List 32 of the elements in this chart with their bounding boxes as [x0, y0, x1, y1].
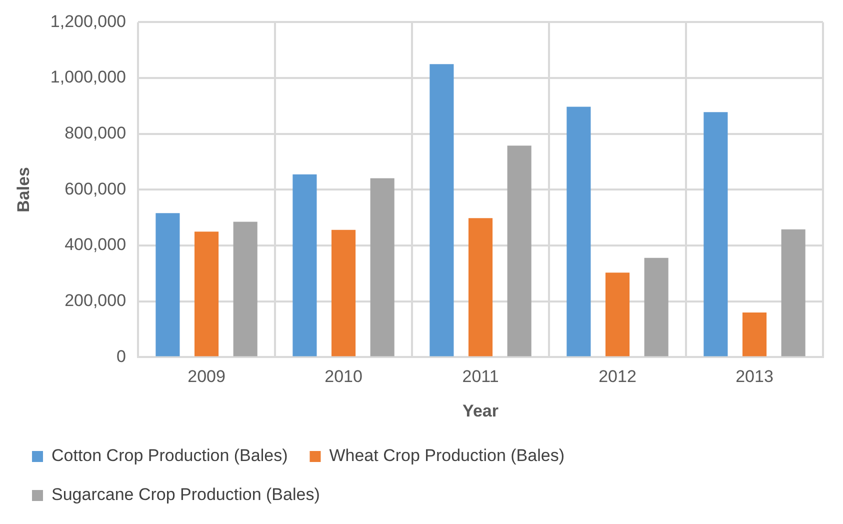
y-tick-label: 1,000,000: [50, 68, 126, 87]
bar: [742, 312, 767, 356]
bar: [605, 272, 630, 356]
x-axis-title: Year: [462, 401, 499, 420]
y-tick-label: 800,000: [64, 124, 126, 143]
legend-label: Sugarcane Crop Production (Bales): [52, 485, 320, 504]
x-tick-label: 2009: [188, 367, 226, 386]
x-tick-label: 2010: [324, 367, 362, 386]
bar: [781, 229, 806, 356]
legend-label: Cotton Crop Production (Bales): [52, 446, 288, 466]
bar: [331, 230, 356, 356]
bar: [194, 232, 219, 356]
legend-label: Wheat Crop Production (Bales): [329, 446, 565, 466]
bar: [644, 258, 668, 356]
bar: [704, 112, 728, 356]
y-tick-label: 400,000: [64, 235, 126, 254]
x-tick-label: 2013: [736, 367, 774, 386]
bar: [566, 106, 591, 356]
y-tick-label: 0: [116, 346, 126, 366]
bar: [430, 64, 454, 356]
x-tick-label: 2011: [462, 367, 499, 386]
y-tick-label: 1,200,000: [50, 12, 126, 31]
bar: [468, 218, 493, 356]
bar: [507, 146, 532, 356]
y-tick-label: 600,000: [64, 179, 126, 198]
x-tick-label: 2012: [598, 367, 636, 386]
bar: [233, 222, 258, 356]
bar: [292, 174, 317, 356]
y-axis-title: Bales: [14, 167, 33, 212]
bar: [370, 178, 394, 356]
y-tick-label: 200,000: [64, 291, 126, 310]
bar: [156, 213, 180, 356]
